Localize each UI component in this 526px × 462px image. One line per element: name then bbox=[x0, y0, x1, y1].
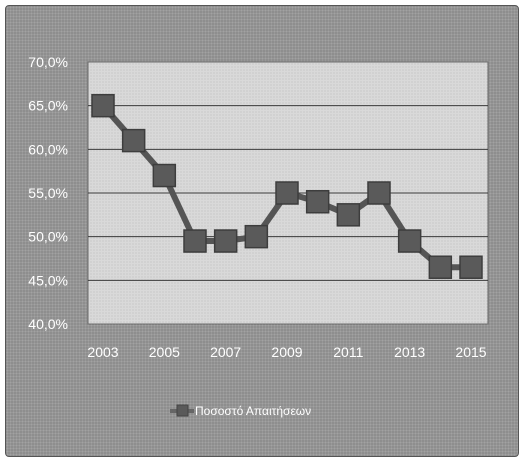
y-tick-label: 55,0% bbox=[28, 185, 68, 201]
data-point bbox=[367, 181, 391, 205]
x-axis-ticks: 2003 2005 2007 2009 2011 2013 2015 bbox=[87, 344, 486, 360]
y-tick-label: 60,0% bbox=[28, 141, 68, 157]
data-point bbox=[121, 128, 146, 153]
legend-label: Ποσοστό Απαιτήσεων bbox=[195, 404, 311, 418]
series-ratio bbox=[91, 93, 483, 279]
legend: Ποσοστό Απαιτήσεων bbox=[170, 404, 311, 418]
data-point bbox=[213, 229, 238, 253]
y-tick-label: 50,0% bbox=[28, 229, 68, 245]
x-tick-label: 2011 bbox=[333, 344, 363, 360]
data-point bbox=[459, 255, 483, 279]
x-tick-label: 2005 bbox=[149, 344, 180, 360]
data-point bbox=[305, 189, 330, 214]
data-point bbox=[91, 93, 115, 118]
y-tick-label: 65,0% bbox=[28, 98, 68, 114]
data-point bbox=[336, 203, 361, 227]
data-point bbox=[428, 255, 453, 279]
x-tick-label: 2003 bbox=[87, 344, 118, 360]
legend-marker-swatch bbox=[176, 404, 189, 417]
data-point bbox=[152, 163, 177, 188]
data-point bbox=[397, 229, 422, 253]
y-tick-label: 70,0% bbox=[28, 54, 68, 70]
y-tick-label: 45,0% bbox=[28, 272, 68, 288]
y-tick-label: 40,0% bbox=[28, 316, 68, 332]
data-point bbox=[275, 181, 299, 205]
data-point bbox=[183, 229, 207, 253]
x-tick-label: 2015 bbox=[455, 344, 486, 360]
x-tick-label: 2013 bbox=[394, 344, 425, 360]
x-tick-label: 2009 bbox=[271, 344, 302, 360]
x-tick-label: 2007 bbox=[210, 344, 241, 360]
y-axis-ticks: 40,0% 45,0% 50,0% 55,0% 60,0% 65,0% 70,0% bbox=[28, 54, 68, 332]
data-point bbox=[244, 224, 269, 249]
